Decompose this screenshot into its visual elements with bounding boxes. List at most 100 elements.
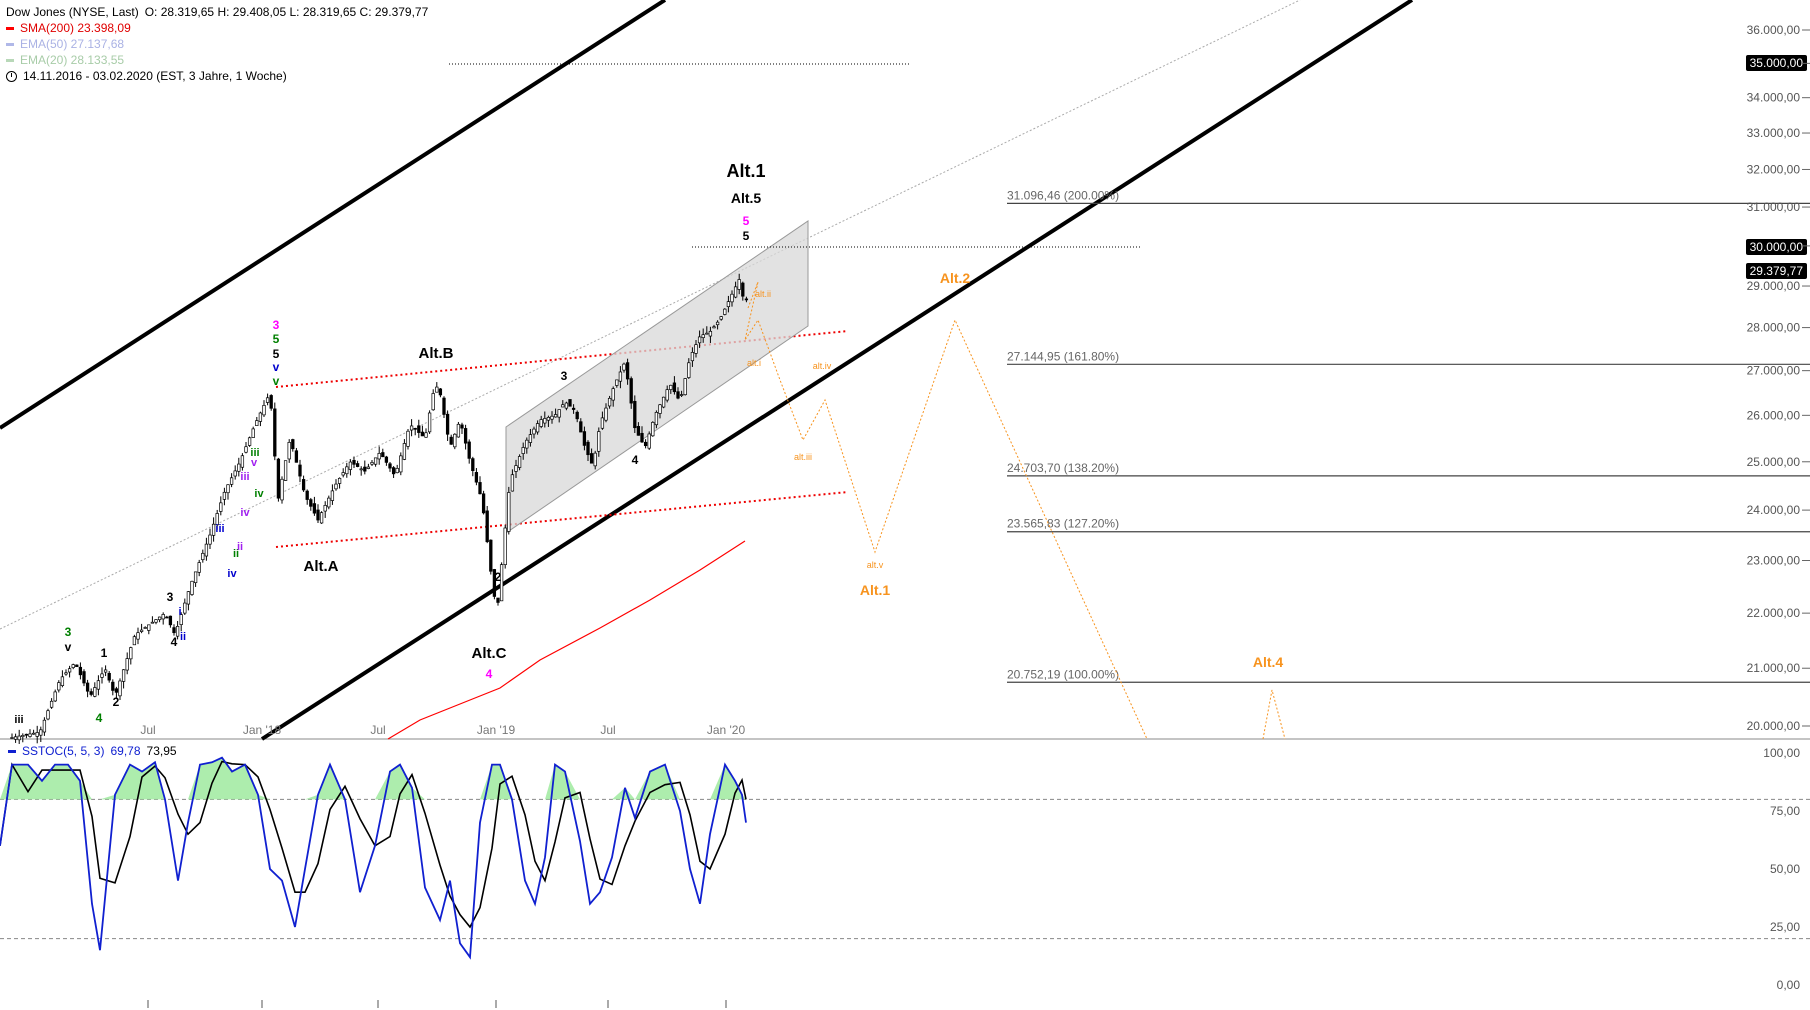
y-tick-label: 27.000,00 — [1747, 364, 1801, 378]
candle-body — [561, 404, 565, 408]
x-tick-label: Jan '18 — [243, 723, 282, 737]
candle-body — [49, 700, 54, 708]
time-axis: Jul Jan '18 Jul Jan '19 Jul Jan '20 — [140, 723, 745, 1008]
forecast-label: Alt.1 — [860, 582, 891, 598]
candle-body — [726, 301, 731, 308]
candle-body — [139, 629, 144, 632]
dotted-trend-line — [0, 0, 1301, 630]
candle-body — [589, 453, 594, 464]
candle-body — [309, 499, 313, 507]
candle-body — [337, 477, 342, 484]
candle-body — [247, 437, 252, 446]
wave-label: v — [273, 374, 280, 388]
candle-body — [28, 733, 32, 737]
candle-body — [197, 562, 201, 573]
y-tick-label: 36.000,00 — [1747, 23, 1801, 37]
candle-body — [381, 452, 385, 458]
candle-body — [233, 470, 237, 477]
red-upper-line — [275, 330, 849, 388]
candle-body — [427, 412, 432, 433]
candle-body — [715, 321, 720, 326]
fib-label: 31.096,46 (200.00%) — [1007, 188, 1119, 202]
candle-body — [118, 680, 122, 697]
candle-body — [485, 510, 489, 543]
candle-body — [215, 513, 219, 526]
candle-body — [643, 441, 648, 447]
candle-body — [597, 431, 601, 452]
candle-body — [67, 668, 72, 673]
candle-body — [121, 669, 126, 682]
stoch-k-line — [0, 756, 747, 960]
candle-body — [125, 658, 129, 671]
wave-label: 4 — [632, 453, 639, 467]
candle-body — [10, 737, 14, 739]
candle-body — [553, 414, 558, 418]
candle-body — [399, 455, 403, 473]
candle-body — [237, 463, 241, 472]
candle-body — [31, 732, 36, 735]
candle-body — [694, 344, 698, 354]
y-tick-label: 31.000,00 — [1747, 200, 1801, 214]
stoch-legend: SSTOC(5, 5, 3) 69,78 73,95 — [8, 744, 177, 758]
candle-body — [463, 428, 468, 444]
candle-body — [737, 279, 741, 290]
candle-body — [150, 621, 155, 624]
wave-label: 3 — [65, 625, 72, 639]
candle-body — [157, 616, 162, 621]
candle-body — [312, 503, 317, 514]
candle-body — [445, 413, 450, 435]
candle-body — [496, 597, 500, 603]
stoch-y-label: 50,00 — [1770, 862, 1800, 876]
wave-label: ii — [237, 541, 243, 553]
wave-label: Alt.A — [304, 558, 339, 575]
y-tick-label: 24.000,00 — [1747, 503, 1801, 517]
candle-body — [136, 632, 140, 640]
wave-label: iv — [254, 488, 264, 500]
wave-label: 3 — [561, 369, 568, 383]
candle-body — [633, 400, 637, 429]
candle-body — [53, 691, 57, 702]
candle-body — [647, 433, 651, 449]
wave-label: 5 — [743, 229, 750, 243]
candle-body — [71, 664, 75, 668]
candle-body — [510, 474, 515, 492]
candle-body — [193, 571, 198, 584]
candle-body — [676, 391, 680, 399]
candle-body — [352, 459, 356, 465]
candle-body — [165, 616, 169, 619]
candle-body — [615, 379, 619, 386]
sma200-label: SMA(200) 23.398,09 — [20, 21, 131, 35]
forecast-alt4-polyline — [1262, 689, 1286, 740]
candle-body — [719, 316, 723, 320]
candle-body — [258, 412, 263, 422]
forecast-label: Alt.2 — [940, 270, 971, 286]
wave-label: 3 — [167, 590, 174, 604]
wave-label: iii — [14, 714, 23, 726]
candle-body — [17, 735, 21, 741]
y-tick-label: 21.000,00 — [1747, 661, 1801, 675]
candle-body — [636, 426, 641, 436]
candle-body — [449, 436, 453, 445]
chart-legend: Dow Jones (NYSE, Last) O: 28.319,65 H: 2… — [6, 4, 428, 84]
candle-body — [64, 672, 68, 675]
candle-body — [604, 407, 608, 421]
candle-body — [499, 564, 504, 602]
candle-body — [265, 397, 270, 403]
stoch-y-label: 100,00 — [1763, 746, 1800, 760]
x-tick-label: Jul — [600, 723, 615, 737]
candle-body — [467, 441, 471, 459]
x-tick-label: Jan '19 — [477, 723, 516, 737]
candle-body — [377, 452, 381, 460]
candle-body — [409, 425, 414, 431]
clock-icon — [6, 70, 17, 82]
y-tick-label: 29.000,00 — [1747, 279, 1801, 293]
upper-channel-line — [0, 0, 667, 430]
candle-body — [85, 682, 90, 692]
candle-body — [424, 432, 428, 438]
candle-body — [651, 422, 655, 437]
candle-body — [661, 396, 666, 408]
wave-label: 3 — [273, 318, 280, 332]
forecast-label: alt.iv — [813, 361, 832, 371]
